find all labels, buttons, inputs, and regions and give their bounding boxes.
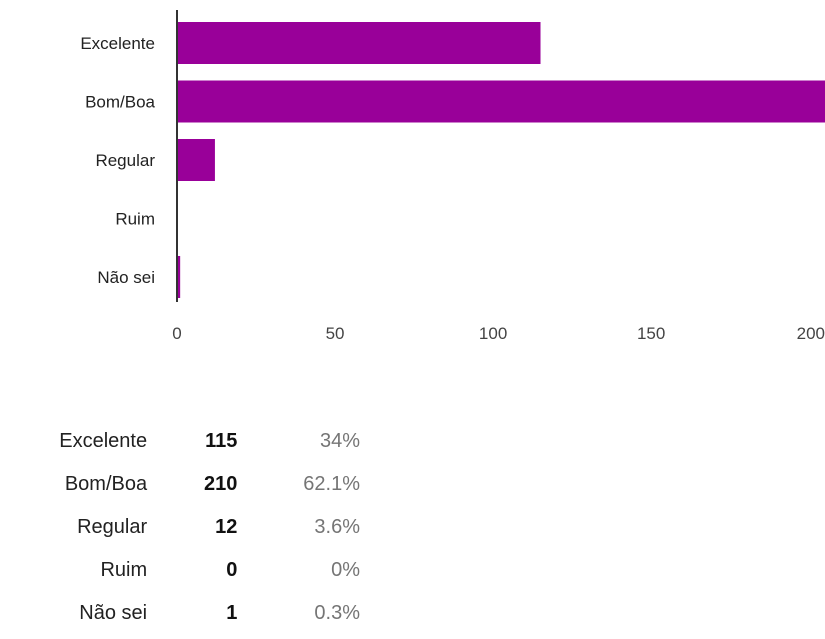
summary-count: 1 [226,602,238,624]
category-label: Ruim [115,210,155,229]
x-tick-labels: 0 50 100 150 200 [172,324,825,343]
x-tick-label: 150 [637,324,665,343]
bar-chart: Excelente Bom/Boa Regular Ruim Não sei 0 50 10… [80,10,825,343]
category-label: Não sei [97,268,155,287]
summary-label: Regular [77,516,148,538]
summary-row: Excelente 115 34% [0,420,360,463]
summary-label: Não sei [79,602,148,624]
summary-row: Regular 12 3.6% [0,506,360,549]
summary-table: Excelente 115 34% Bom/Boa 210 62.1% Regu… [0,420,360,635]
summary-label: Bom/Boa [64,473,148,495]
category-label: Bom/Boa [85,93,155,112]
bar [177,139,215,181]
summary-count: 12 [215,516,238,538]
summary-percent: 34% [319,430,360,452]
summary-label: Excelente [59,430,148,452]
summary-label: Ruim [100,559,148,581]
bar [177,256,181,298]
summary-row: Ruim 0 0% [0,549,360,592]
summary-row: Não sei 1 0.3% [0,592,360,635]
summary-count: 0 [226,559,238,581]
summary-percent: 0% [331,559,360,581]
x-tick-label: 0 [172,324,181,343]
category-labels: Excelente Bom/Boa Regular Ruim Não sei [80,34,155,287]
bar [177,22,541,64]
bar [177,80,825,123]
x-tick-label: 100 [479,324,507,343]
summary-percent: 3.6% [314,516,360,538]
x-tick-label: 200 [797,324,825,343]
summary-count: 115 [205,430,238,452]
bars-group [177,22,825,298]
category-label: Regular [95,151,155,170]
summary-count: 210 [204,473,238,495]
category-label: Excelente [80,34,155,53]
x-tick-label: 50 [326,324,345,343]
summary-percent: 62.1% [303,473,360,495]
summary-row: Bom/Boa 210 62.1% [0,463,360,506]
summary-percent: 0.3% [314,602,360,624]
